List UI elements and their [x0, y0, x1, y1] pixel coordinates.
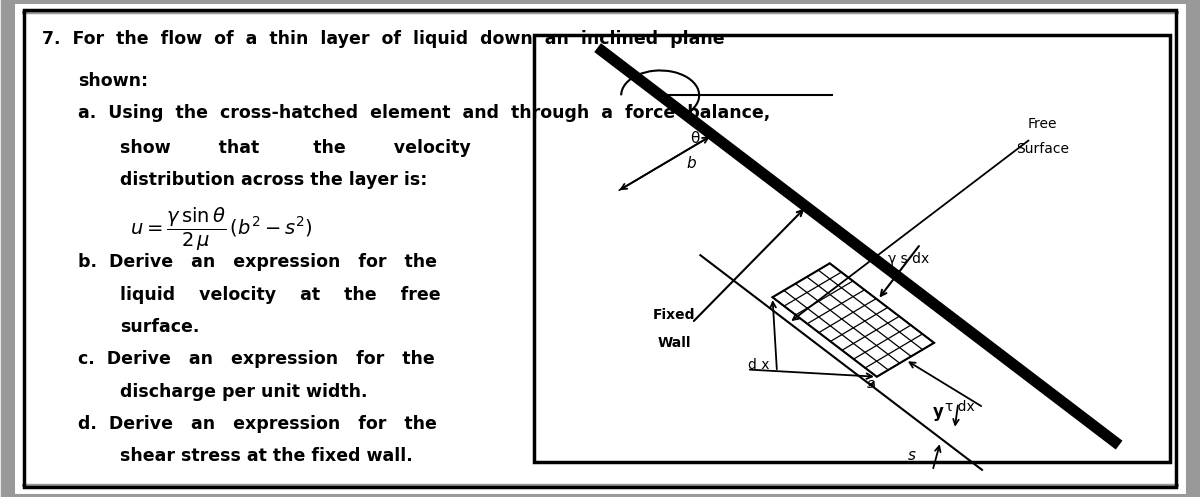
Text: γ s dx: γ s dx	[888, 252, 929, 266]
Text: surface.: surface.	[120, 318, 199, 336]
Text: a.  Using  the  cross-hatched  element  and  through  a  force  balance,: a. Using the cross-hatched element and t…	[78, 104, 770, 122]
Text: Fixed: Fixed	[653, 309, 695, 323]
Text: distribution across the layer is:: distribution across the layer is:	[120, 171, 427, 189]
Text: τ dx: τ dx	[944, 401, 974, 414]
Text: Wall: Wall	[658, 336, 691, 350]
Text: s: s	[908, 448, 916, 463]
Bar	[534, 35, 1170, 462]
Text: d x: d x	[749, 357, 769, 371]
Text: liquid    velocity    at    the    free: liquid velocity at the free	[120, 286, 440, 304]
Text: discharge per unit width.: discharge per unit width.	[120, 383, 367, 401]
Text: s: s	[868, 377, 875, 391]
Text: y: y	[932, 404, 943, 421]
Text: show        that         the        velocity: show that the velocity	[120, 139, 470, 157]
Text: b.  Derive   an   expression   for   the: b. Derive an expression for the	[78, 253, 437, 271]
Text: θ: θ	[690, 131, 700, 146]
Text: shown:: shown:	[78, 72, 148, 90]
Text: c.  Derive   an   expression   for   the: c. Derive an expression for the	[78, 350, 434, 368]
Text: b: b	[686, 156, 696, 171]
Text: $u = \dfrac{\gamma\,\sin\theta}{2\,\mu}\,(b^{2} - s^{2})$: $u = \dfrac{\gamma\,\sin\theta}{2\,\mu}\…	[130, 206, 312, 253]
Text: d.  Derive   an   expression   for   the: d. Derive an expression for the	[78, 415, 437, 433]
Text: 7.  For  the  flow  of  a  thin  layer  of  liquid  down  an  inclined  plane: 7. For the flow of a thin layer of liqui…	[42, 30, 725, 48]
Text: Surface: Surface	[1016, 142, 1069, 156]
Text: shear stress at the fixed wall.: shear stress at the fixed wall.	[120, 447, 413, 465]
Polygon shape	[773, 263, 934, 377]
Text: Free: Free	[1028, 117, 1057, 131]
